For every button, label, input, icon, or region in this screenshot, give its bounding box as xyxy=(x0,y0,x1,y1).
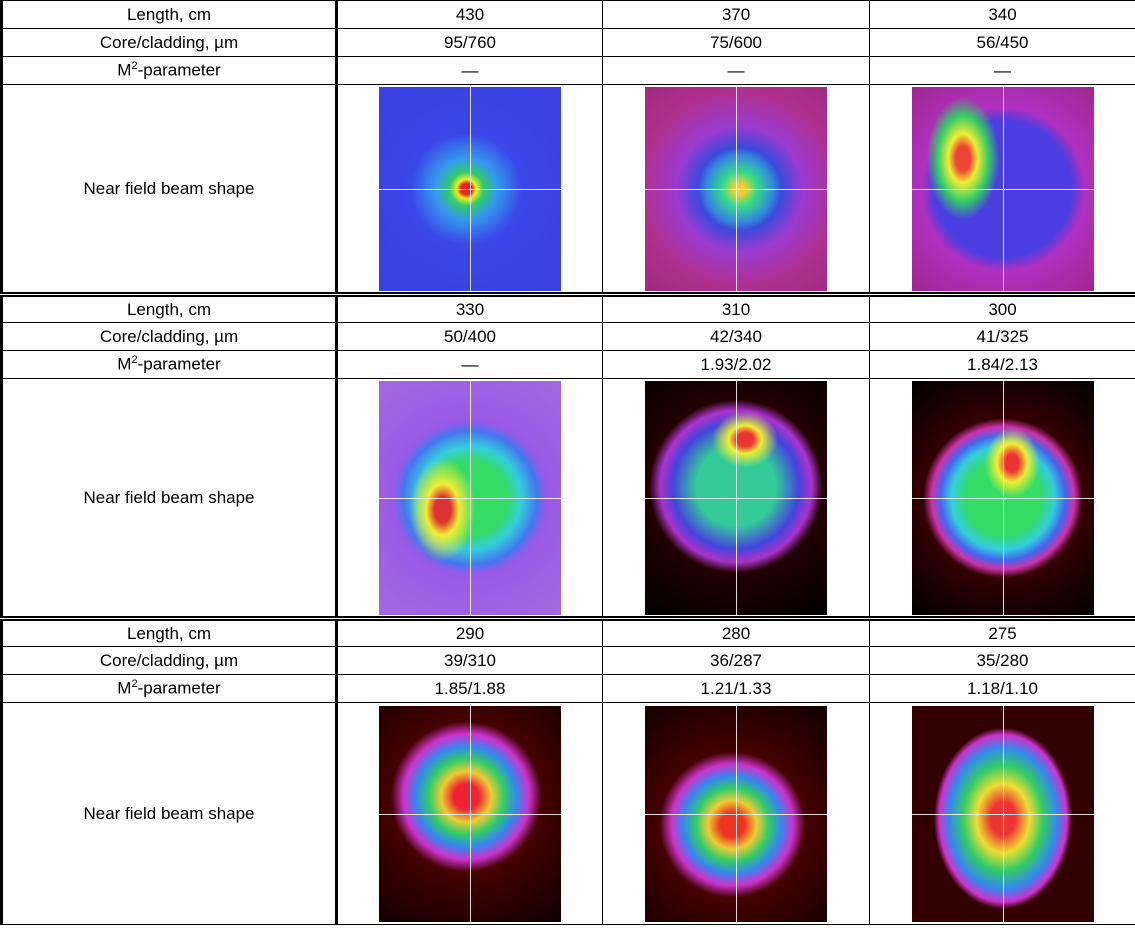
value-cell: 300 xyxy=(870,295,1135,323)
image-cell xyxy=(870,703,1135,925)
value-cell: 1.18/1.10 xyxy=(870,675,1135,703)
value-cell: 35/280 xyxy=(870,647,1135,675)
beam-image xyxy=(645,706,827,922)
label-rest: -parameter xyxy=(138,679,221,698)
value-cell: 1.84/2.13 xyxy=(870,351,1135,379)
beam-image xyxy=(379,87,561,291)
value-cell: 430 xyxy=(337,1,603,29)
image-cell xyxy=(870,379,1135,619)
row-label: Core/cladding, µm xyxy=(2,323,337,351)
value-cell: — xyxy=(337,351,603,379)
label-rest: -parameter xyxy=(138,355,221,374)
value-cell: 340 xyxy=(870,1,1135,29)
label-base: M xyxy=(117,355,131,374)
row-label: Core/cladding, µm xyxy=(2,647,337,675)
value-cell: 275 xyxy=(870,619,1135,647)
value-cell: 1.85/1.88 xyxy=(337,675,603,703)
value-cell: 290 xyxy=(337,619,603,647)
value-cell: 280 xyxy=(603,619,870,647)
row-label: M2-parameter xyxy=(2,351,337,379)
value-cell: 42/340 xyxy=(603,323,870,351)
beam-image xyxy=(645,87,827,291)
row-label: Near field beam shape xyxy=(2,379,337,619)
value-cell: 1.93/2.02 xyxy=(603,351,870,379)
image-cell xyxy=(337,379,603,619)
value-cell: 50/400 xyxy=(337,323,603,351)
beam-image xyxy=(912,381,1094,615)
image-cell xyxy=(337,85,603,295)
beam-image xyxy=(912,87,1094,291)
value-cell: 36/287 xyxy=(603,647,870,675)
row-label: Near field beam shape xyxy=(2,85,337,295)
value-cell: 75/600 xyxy=(603,29,870,57)
row-label: Length, cm xyxy=(2,1,337,29)
value-cell: 41/325 xyxy=(870,323,1135,351)
value-cell: — xyxy=(337,57,603,85)
row-label: M2-parameter xyxy=(2,57,337,85)
row-label: Length, cm xyxy=(2,295,337,323)
value-cell: 95/760 xyxy=(337,29,603,57)
row-label: Core/cladding, µm xyxy=(2,29,337,57)
value-cell: 370 xyxy=(603,1,870,29)
beam-image xyxy=(645,381,827,615)
label-base: M xyxy=(117,679,131,698)
table-row: Near field beam shape xyxy=(2,379,1135,619)
image-cell xyxy=(603,85,870,295)
value-cell: — xyxy=(603,57,870,85)
value-cell: 39/310 xyxy=(337,647,603,675)
table-row: Near field beam shape xyxy=(2,703,1135,925)
row-label: Length, cm xyxy=(2,619,337,647)
value-cell: 330 xyxy=(337,295,603,323)
table-row: M2-parameter——— xyxy=(2,57,1135,85)
image-cell xyxy=(337,703,603,925)
table-row: Near field beam shape xyxy=(2,85,1135,295)
image-cell xyxy=(870,85,1135,295)
page: Length, cm430370340Core/cladding, µm95/7… xyxy=(0,0,1135,944)
value-cell: 310 xyxy=(603,295,870,323)
row-label: Near field beam shape xyxy=(2,703,337,925)
value-cell: 56/450 xyxy=(870,29,1135,57)
beam-image xyxy=(912,706,1094,922)
row-label: M2-parameter xyxy=(2,675,337,703)
beam-image xyxy=(379,706,561,922)
image-cell xyxy=(603,379,870,619)
value-cell: — xyxy=(870,57,1135,85)
value-cell: 1.21/1.33 xyxy=(603,675,870,703)
image-cell xyxy=(603,703,870,925)
beam-image xyxy=(379,381,561,615)
label-rest: -parameter xyxy=(138,61,221,80)
label-base: M xyxy=(117,61,131,80)
